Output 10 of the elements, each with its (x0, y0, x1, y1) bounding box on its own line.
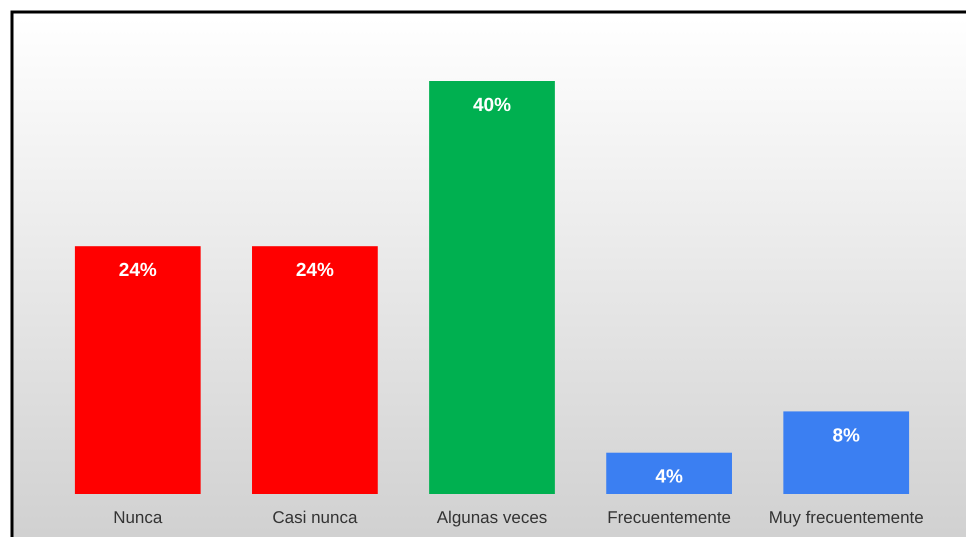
data-label: 4% (655, 466, 683, 488)
data-label: 8% (832, 425, 860, 446)
x-tick-label: Nunca (113, 508, 163, 527)
data-label: 40% (472, 95, 512, 116)
data-label: 24% (118, 260, 157, 282)
x-tick-label: Muy frecuentemente (768, 508, 924, 527)
x-tick-label: Frecuentemente (607, 508, 732, 527)
data-label: 24% (296, 260, 334, 282)
x-tick-label: Casi nunca (272, 508, 358, 527)
x-tick-label: Algunas veces (436, 508, 548, 527)
